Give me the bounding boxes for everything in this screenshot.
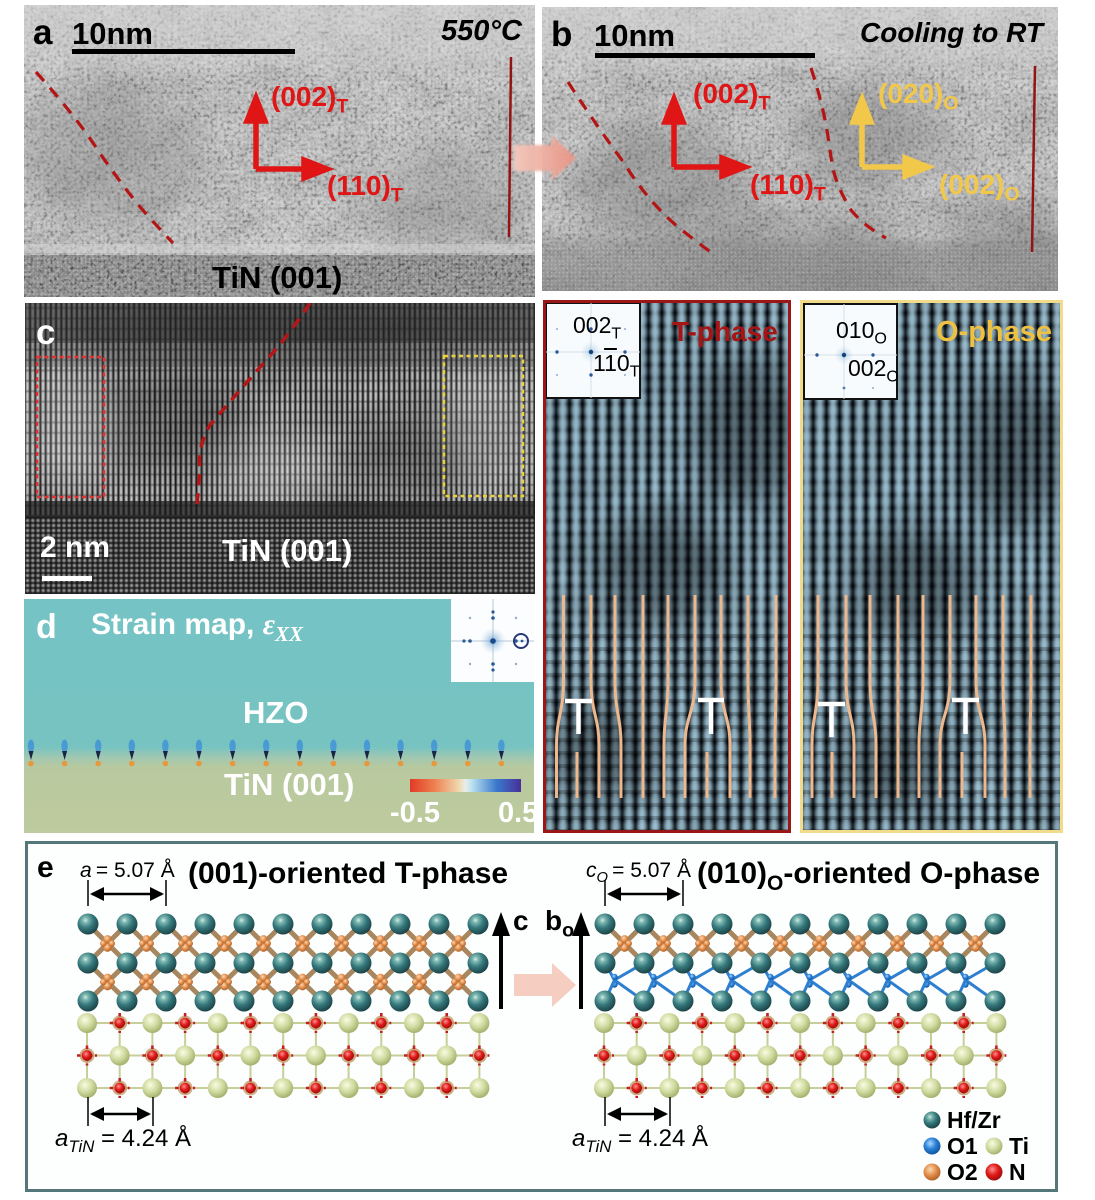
svg-text:Ti: Ti [1009, 1133, 1029, 1159]
svg-text:N: N [1009, 1159, 1026, 1185]
svg-text:O2: O2 [947, 1159, 978, 1185]
svg-text:Hf/Zr: Hf/Zr [947, 1107, 1001, 1133]
svg-text:O1: O1 [947, 1133, 978, 1159]
